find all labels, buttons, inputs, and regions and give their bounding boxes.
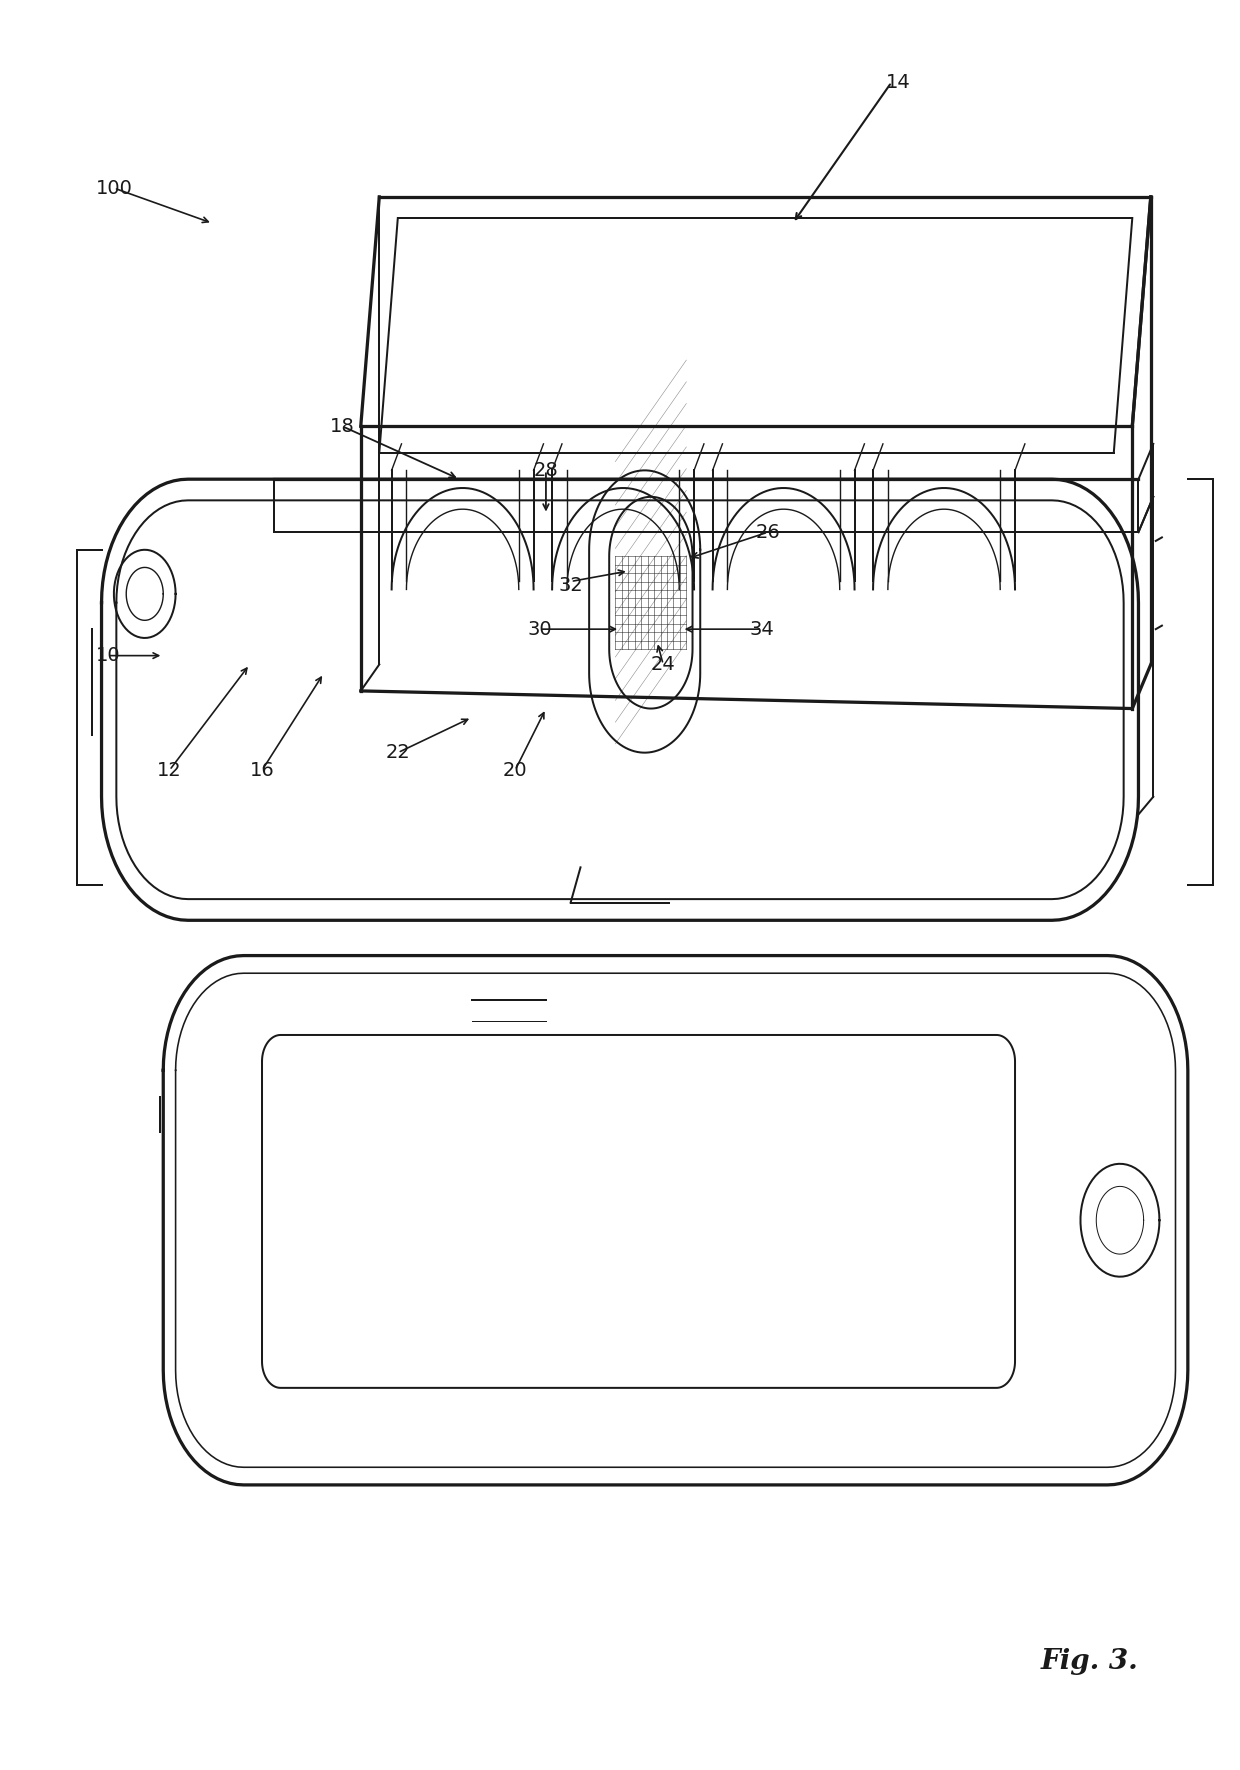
Text: 32: 32: [558, 575, 583, 595]
Text: 14: 14: [885, 73, 910, 92]
Text: 10: 10: [95, 646, 120, 666]
Text: 28: 28: [533, 460, 558, 480]
Text: 16: 16: [249, 761, 274, 781]
Text: 22: 22: [386, 743, 410, 763]
Text: 26: 26: [755, 522, 780, 542]
Text: 24: 24: [651, 655, 676, 674]
Text: 18: 18: [330, 416, 355, 435]
Text: 100: 100: [95, 179, 133, 198]
Text: 20: 20: [502, 761, 527, 781]
Text: 30: 30: [527, 620, 552, 639]
Text: 34: 34: [750, 620, 774, 639]
Text: Fig. 3.: Fig. 3.: [1040, 1648, 1138, 1674]
Text: 12: 12: [157, 761, 182, 781]
